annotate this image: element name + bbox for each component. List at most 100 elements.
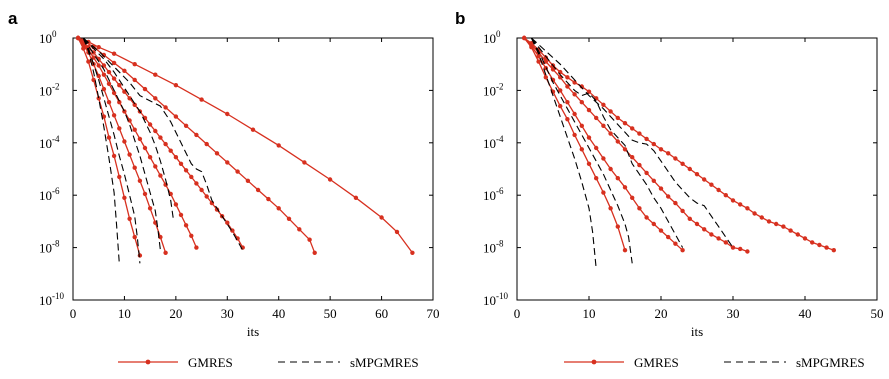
- gmres-data-point: [637, 206, 642, 211]
- gmres-data-point: [286, 216, 292, 221]
- gmres-data-point: [658, 186, 664, 191]
- gmres-data-point: [759, 215, 764, 220]
- x-tick-label: 50: [871, 306, 884, 321]
- gmres-data-point: [250, 127, 256, 132]
- gmres-data-point: [137, 136, 143, 142]
- gmres-data-point: [111, 153, 117, 159]
- plot-frame: [72, 37, 434, 301]
- gmres-data-point: [529, 41, 534, 46]
- gmres-data-point: [579, 147, 584, 152]
- gmres-data-point: [536, 54, 541, 59]
- gmres-data-point: [173, 202, 179, 207]
- y-tick-label: 10-10: [39, 291, 64, 308]
- gmres-data-point: [86, 59, 91, 64]
- gmres-data-point: [117, 83, 122, 88]
- gmres-data-point: [127, 216, 132, 221]
- gmres-data-point: [91, 55, 96, 60]
- gmres-data-point: [327, 177, 333, 182]
- chart-panel-a: a 0 10 20 30 40 50 60 70 100 10-2 10-4 10-6 10-8 10-10…: [8, 9, 440, 370]
- gmres-data-point: [122, 139, 127, 144]
- gmres-data-point: [774, 221, 779, 227]
- gmres-data-point: [766, 219, 772, 224]
- gmres-data-point: [615, 224, 620, 229]
- x-tick-label: 50: [324, 306, 337, 321]
- gmres-data-point: [673, 241, 678, 246]
- gmres-data-point: [106, 100, 112, 105]
- y-tick-label: 10-6: [483, 186, 504, 203]
- gmres-data-point: [558, 69, 563, 75]
- chart-panel-b: b 0 10 20 30 40 50 100 10-2 10-4 10-6 10-8 10-10 its G…: [455, 9, 884, 370]
- gmres-series-line: [523, 37, 684, 251]
- x-tick-label: 10: [583, 306, 596, 321]
- gmres-data-point: [723, 193, 728, 198]
- gmres-data-point: [91, 77, 96, 83]
- gmres-data-point: [255, 187, 261, 193]
- gmres-data-point: [214, 151, 220, 156]
- gmres-data-point: [101, 72, 107, 77]
- gmres-data-point: [111, 51, 117, 56]
- x-axis-label: its: [691, 324, 703, 339]
- gmres-data-point: [637, 131, 642, 136]
- gmres-data-point: [178, 212, 184, 218]
- x-tick-label: 10: [118, 306, 131, 321]
- gmres-series-line: [77, 37, 244, 248]
- smpgmres-series-line: [530, 37, 684, 248]
- gmres-data-point: [615, 139, 620, 144]
- gmres-data-point: [745, 249, 750, 254]
- gmres-data-point: [111, 113, 117, 118]
- gmres-data-point: [117, 100, 122, 105]
- x-tick-label: 30: [727, 306, 740, 321]
- y-tick-label: 10-4: [483, 134, 504, 151]
- gmres-data-point: [594, 115, 599, 121]
- gmres-data-point: [204, 194, 209, 199]
- gmres-data-point: [694, 221, 700, 227]
- gmres-data-point: [579, 123, 584, 128]
- gmres-data-point: [127, 118, 132, 123]
- gmres-data-point: [817, 242, 822, 248]
- gmres-data-point: [630, 155, 635, 160]
- gmres-data-point: [831, 248, 836, 253]
- gmres-series-line: [77, 37, 413, 254]
- gmres-data-point: [666, 151, 671, 156]
- gmres-data-point: [788, 228, 793, 233]
- gmres-data-point: [173, 155, 179, 160]
- gmres-data-point: [158, 234, 163, 240]
- y-tick-label: 100: [483, 29, 501, 46]
- gmres-data-point: [572, 80, 577, 85]
- gmres-data-point: [106, 69, 112, 75]
- gmres-data-point: [522, 35, 527, 41]
- gmres-data-point: [615, 176, 620, 181]
- gmres-data-point: [622, 185, 628, 190]
- y-tick-label: 10-4: [39, 134, 60, 151]
- gmres-data-point: [194, 245, 199, 250]
- gmres-data-point: [307, 237, 312, 242]
- gmres-data-point: [543, 59, 548, 64]
- gmres-data-point: [225, 160, 230, 165]
- gmres-data-point: [225, 111, 230, 117]
- smpgmres-series-line: [82, 37, 244, 251]
- gmres-data-point: [199, 187, 204, 193]
- gmres-data-point: [550, 67, 556, 72]
- x-tick-label: 70: [427, 306, 440, 321]
- gmres-data-point: [101, 52, 107, 58]
- gmres-data-point: [137, 178, 143, 183]
- x-axis-label: its: [247, 324, 259, 339]
- gmres-data-point: [132, 165, 137, 170]
- gmres-data-point: [586, 161, 592, 166]
- gmres-data-point: [209, 200, 215, 206]
- gmres-data-point: [117, 174, 122, 180]
- gmres-data-point: [673, 200, 678, 206]
- gmres-data-point: [810, 240, 815, 245]
- gmres-data-point: [132, 127, 137, 132]
- x-tick-label: 60: [375, 306, 388, 321]
- y-tick-label: 10-2: [39, 81, 60, 98]
- x-tick-label: 20: [169, 306, 182, 321]
- gmres-data-point: [245, 178, 251, 183]
- gmres-data-point: [709, 232, 714, 237]
- y-tick-label: 10-6: [39, 186, 60, 203]
- x-tick-label: 0: [70, 306, 77, 321]
- gmres-data-point: [168, 148, 173, 153]
- smpgmres-series-line: [530, 37, 633, 264]
- gmres-data-point: [565, 84, 570, 89]
